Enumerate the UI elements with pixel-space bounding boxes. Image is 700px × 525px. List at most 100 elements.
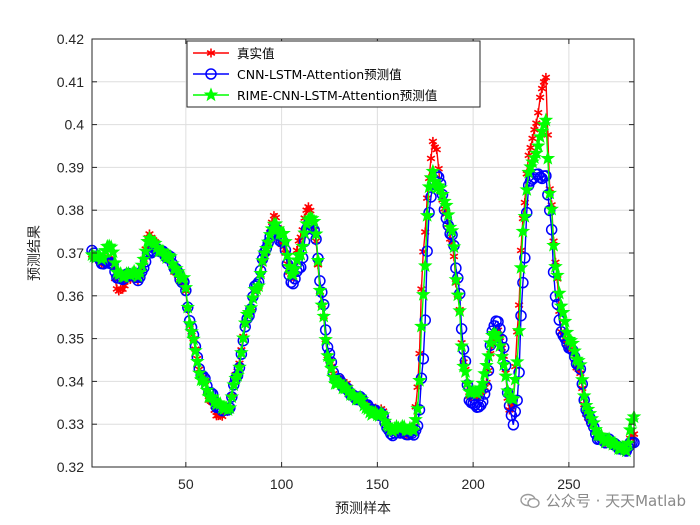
star-marker — [619, 443, 634, 458]
asterisk-stroke — [118, 286, 127, 293]
asterisk-stroke — [530, 126, 539, 133]
star-marker — [435, 186, 450, 201]
star-marker — [586, 415, 602, 430]
wechat-icon — [520, 493, 540, 508]
star-marker — [496, 357, 512, 371]
y-tick-label: 0.42 — [57, 31, 84, 47]
star-marker — [515, 223, 531, 238]
star-marker — [513, 260, 529, 274]
star-marker — [138, 243, 153, 258]
y-tick-label: 0.39 — [57, 159, 84, 175]
star-marker — [287, 261, 303, 275]
star-marker — [308, 226, 324, 241]
star-marker — [197, 375, 213, 390]
asterisk-stroke — [526, 144, 535, 151]
star-marker — [192, 365, 207, 380]
x-tick-label: 100 — [270, 476, 294, 492]
asterisk-stroke — [426, 155, 436, 162]
circle-marker — [540, 170, 552, 182]
asterisk-marker — [541, 72, 551, 82]
asterisk-stroke — [422, 195, 432, 202]
asterisk-stroke — [539, 78, 549, 85]
asterisk-stroke — [415, 350, 424, 357]
star-marker — [555, 304, 571, 319]
asterisk-marker — [528, 133, 537, 143]
asterisk-stroke — [528, 135, 537, 142]
star-marker — [245, 290, 261, 305]
star-marker — [511, 322, 527, 337]
star-marker — [456, 358, 471, 373]
star-marker — [184, 324, 199, 338]
star-marker — [506, 391, 521, 406]
star-marker — [295, 238, 311, 253]
star-marker — [498, 368, 514, 383]
y-tick-label: 0.37 — [57, 245, 84, 261]
series-3 — [84, 112, 642, 458]
star-marker — [316, 308, 332, 323]
y-tick-label: 0.34 — [57, 373, 84, 389]
star-marker — [552, 285, 567, 300]
circle-marker — [545, 223, 558, 236]
circle-marker — [509, 405, 522, 418]
y-tick-label: 0.36 — [57, 288, 84, 304]
legend-label: CNN-LSTM-Attention预测值 — [237, 67, 402, 82]
circle-marker — [417, 353, 430, 365]
star-marker — [182, 316, 198, 330]
star-marker — [222, 400, 238, 415]
star-marker — [450, 287, 466, 302]
star-marker — [180, 299, 196, 314]
star-marker — [418, 258, 433, 273]
star-marker — [425, 163, 441, 178]
star-marker — [460, 375, 475, 390]
star-marker — [406, 422, 422, 437]
star-marker — [419, 207, 435, 222]
star-marker — [107, 255, 123, 270]
asterisk-stroke — [206, 50, 216, 56]
star-marker — [415, 286, 431, 301]
legend-entry: RIME-CNN-LSTM-Attention预测值 — [193, 87, 437, 103]
star-marker — [280, 247, 295, 262]
star-marker — [230, 367, 245, 382]
star-marker — [565, 335, 581, 350]
star-marker — [318, 331, 333, 346]
star-marker — [567, 343, 582, 358]
y-tick-label: 0.38 — [57, 202, 84, 218]
legend: 真实值 CNN-LSTM-Attention预测值 RIME-CNN-LSTM-At… — [186, 40, 481, 108]
star-marker — [573, 357, 588, 371]
circle-marker — [205, 68, 217, 80]
star-marker — [544, 201, 559, 216]
x-tick-label: 150 — [366, 476, 390, 492]
star-marker — [550, 267, 565, 282]
star-marker — [490, 331, 506, 346]
x-tick-label: 50 — [178, 476, 194, 492]
circle-marker — [515, 309, 527, 322]
x-tick-label: 250 — [557, 476, 581, 492]
star-marker — [575, 372, 590, 386]
circle-marker — [517, 276, 529, 289]
asterisk-marker — [532, 118, 541, 128]
star-marker — [410, 400, 425, 415]
star-marker — [414, 318, 429, 333]
star-marker — [199, 382, 215, 397]
asterisk-stroke — [432, 146, 442, 153]
star-marker — [276, 225, 291, 240]
x-axis-label: 预测样本 — [335, 501, 391, 517]
star-marker — [306, 213, 322, 228]
star-marker — [517, 208, 533, 223]
asterisk-marker — [530, 125, 539, 135]
star-marker — [546, 237, 561, 252]
star-marker — [553, 298, 569, 313]
star-marker — [176, 269, 192, 284]
star-marker — [408, 411, 423, 426]
star-marker — [548, 258, 563, 273]
star-marker — [494, 348, 510, 363]
star-marker — [203, 87, 219, 102]
star-marker — [433, 180, 448, 195]
asterisk-stroke — [537, 85, 547, 92]
legend-entry: 真实值 — [193, 46, 275, 61]
watermark: 公众号 · 天天Matlab — [520, 490, 686, 511]
star-marker — [314, 297, 330, 312]
star-marker — [446, 239, 462, 254]
asterisk-stroke — [532, 120, 541, 127]
